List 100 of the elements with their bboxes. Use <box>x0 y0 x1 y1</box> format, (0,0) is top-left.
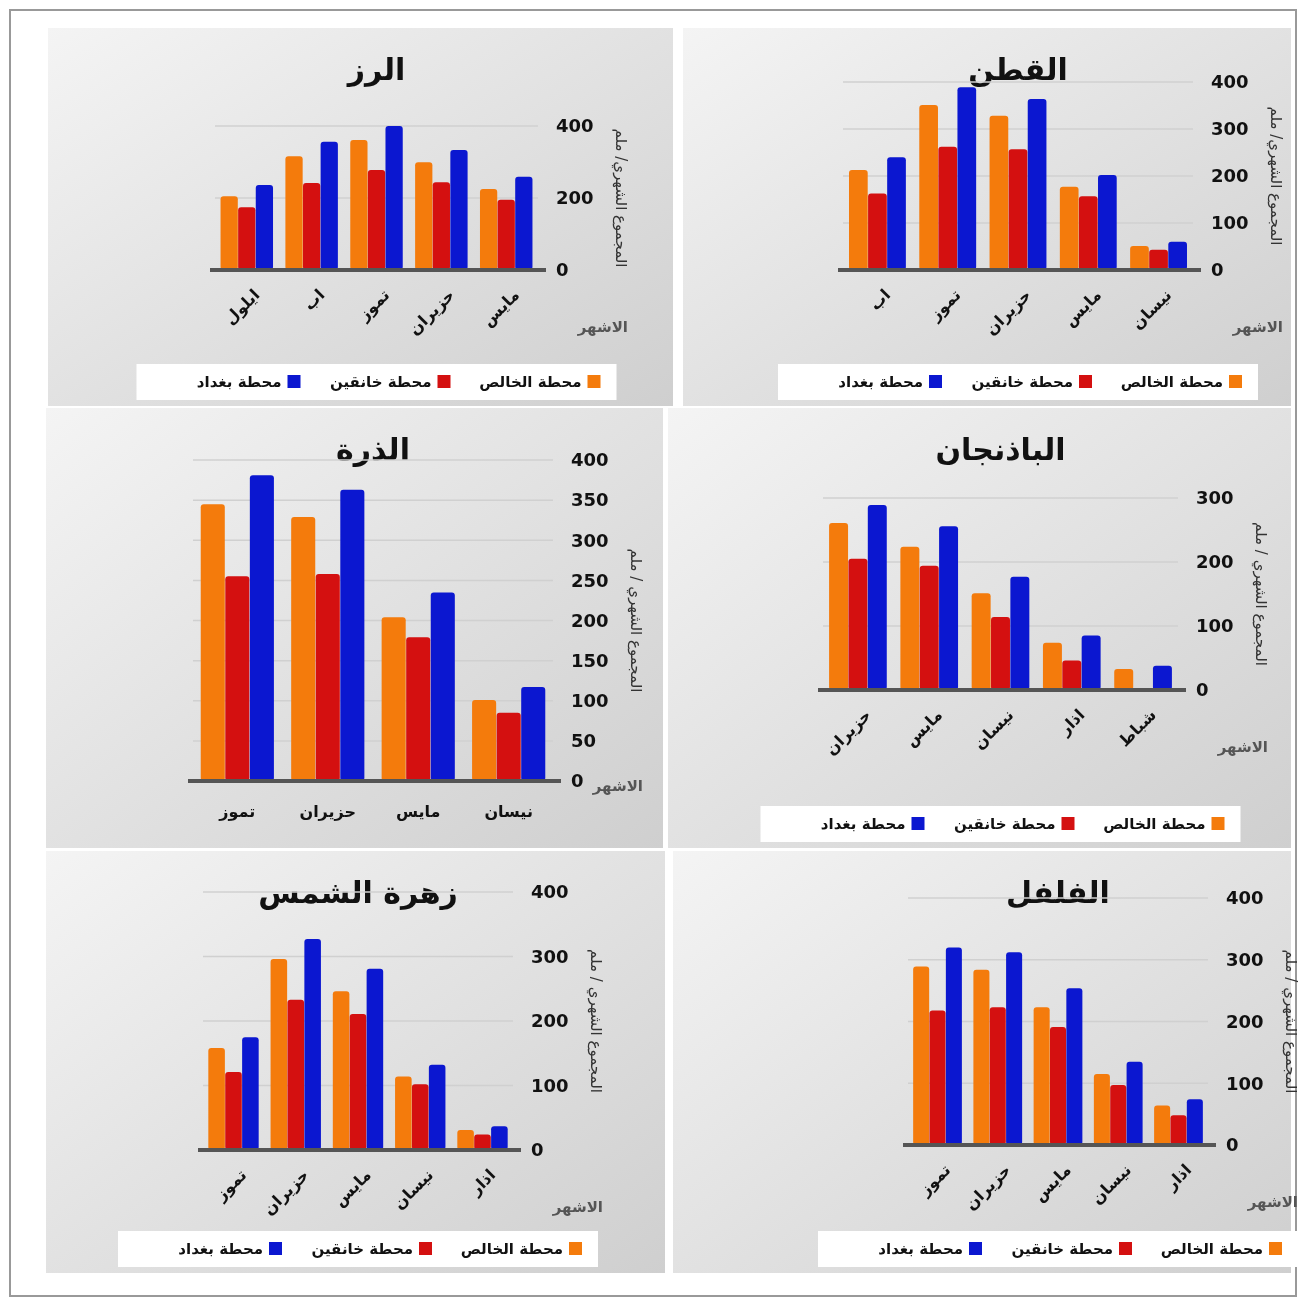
bar <box>938 146 958 270</box>
y-axis-title: المجموع الشهري/ ملم <box>611 128 630 268</box>
bar <box>1149 249 1168 270</box>
bar <box>1152 665 1172 690</box>
bar <box>1042 642 1062 690</box>
bar <box>350 140 368 270</box>
bar <box>1081 635 1101 690</box>
bar <box>497 199 515 270</box>
bar <box>868 193 887 270</box>
bar <box>208 1048 225 1150</box>
x-tick-label: تموز <box>924 285 965 325</box>
bar <box>973 969 990 1145</box>
y-axis-title: المجموع الشهري / ملم <box>626 548 645 693</box>
bar <box>415 162 433 270</box>
bar <box>249 475 274 781</box>
bar <box>1114 668 1134 690</box>
y-tick-label: 100 <box>1211 212 1249 234</box>
x-tick-label: حزيران <box>299 801 357 821</box>
y-tick-label: 400 <box>1226 887 1264 909</box>
x-tick-label: حزيران <box>961 1160 1015 1214</box>
chart-title: الذرة <box>336 432 410 467</box>
bar <box>255 185 274 270</box>
bar <box>957 87 977 270</box>
bar <box>971 593 991 690</box>
legend-label: محطة بغداد <box>878 1240 963 1259</box>
bar <box>1093 1073 1110 1145</box>
bar <box>430 592 455 781</box>
x-tick-label: نيسان <box>389 1165 438 1214</box>
legend-label: محطة خانقين <box>329 373 432 392</box>
bar <box>989 115 1009 270</box>
y-tick-label: 0 <box>1196 679 1209 701</box>
x-tick-label: تموز <box>914 1160 955 1200</box>
bar <box>395 1076 412 1150</box>
y-tick-label: 200 <box>531 1010 569 1032</box>
y-tick-label: 400 <box>531 881 569 903</box>
bar <box>1066 988 1083 1145</box>
y-tick-label: 100 <box>531 1074 569 1096</box>
x-tick-label: شباط <box>1114 705 1160 751</box>
y-tick-label: 0 <box>571 770 584 792</box>
y-tick-label: 200 <box>1196 551 1234 573</box>
bar <box>1033 1007 1050 1145</box>
y-tick-label: 200 <box>1211 165 1249 187</box>
y-axis-title: المجموع الشهري / ملم <box>1251 522 1270 666</box>
chart-title: الفلفل <box>1006 875 1110 910</box>
y-tick-label: 150 <box>571 649 609 671</box>
bar <box>200 504 225 781</box>
bar <box>349 1013 367 1150</box>
bar <box>496 712 521 781</box>
x-tick-label: مايس <box>329 1165 375 1211</box>
bar <box>225 1071 242 1150</box>
x-tick-label: حزيران <box>821 705 875 759</box>
y-tick-label: 100 <box>1196 615 1234 637</box>
bar <box>515 176 533 270</box>
y-tick-label: 250 <box>571 569 609 591</box>
x-tick-label: حزيران <box>404 285 459 339</box>
legend-label: محطة بغداد <box>196 373 282 392</box>
bar <box>242 1037 259 1150</box>
y-axis-title: المجموع الشهري / ملم <box>1281 949 1300 1094</box>
legend-label: محطة خانقين <box>953 815 1056 834</box>
x-tick-label: اب <box>299 285 329 315</box>
x-tick-label: نيسان <box>1127 285 1176 334</box>
bar <box>1008 149 1028 270</box>
x-axis-title: الاشهر <box>1216 738 1268 756</box>
bar <box>1186 1099 1203 1145</box>
y-tick-label: 300 <box>1196 487 1234 509</box>
bar <box>848 558 868 690</box>
bar <box>1098 175 1117 270</box>
x-tick-label: حزيران <box>981 285 1035 339</box>
legend-label: محطة الخالص <box>479 373 582 392</box>
y-tick-label: 300 <box>1211 118 1249 140</box>
y-tick-label: 400 <box>571 449 609 471</box>
y-tick-label: 0 <box>1211 259 1224 281</box>
bar <box>450 150 468 270</box>
y-tick-label: 0 <box>556 259 569 281</box>
x-tick-label: مايس <box>901 705 946 751</box>
bar <box>1062 660 1082 690</box>
y-tick-label: 50 <box>571 730 597 752</box>
legend-label: محطة بغداد <box>178 1240 263 1259</box>
y-tick-label: 350 <box>571 489 609 511</box>
bar <box>285 156 303 270</box>
bar <box>411 1084 429 1150</box>
bar <box>320 141 338 270</box>
x-tick-label: ايلول <box>220 285 264 329</box>
bar <box>491 1126 508 1151</box>
chart-title: زهرة الشمس <box>258 875 458 910</box>
bar <box>291 516 316 781</box>
x-axis-title: الاشهر <box>1231 318 1283 336</box>
bar <box>1126 1061 1143 1145</box>
legend-label: محطة بغداد <box>838 373 923 392</box>
x-tick-label: اب <box>865 285 895 315</box>
bar <box>381 617 406 781</box>
legend-label: محطة بغداد <box>820 815 906 834</box>
bar <box>1168 241 1187 270</box>
bar <box>432 182 450 270</box>
bar <box>991 617 1010 690</box>
x-axis-title: الاشهر <box>1246 1193 1298 1211</box>
y-axis-title: المجموع الشهري / ملم <box>586 949 605 1093</box>
legend-label: محطة خانقين <box>971 373 1073 392</box>
bar <box>238 207 256 270</box>
x-tick-label: تموز <box>210 1165 251 1205</box>
